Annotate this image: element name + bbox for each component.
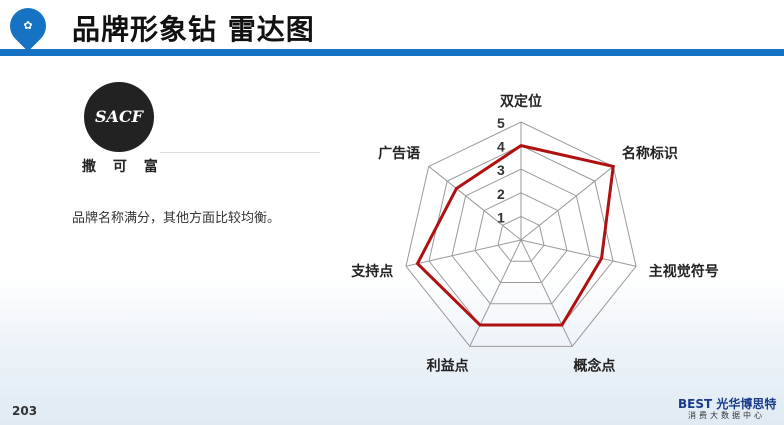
axis-label: 双定位 xyxy=(500,93,542,110)
page-number: 203 xyxy=(12,404,38,418)
header-divider xyxy=(0,49,784,56)
axis-line xyxy=(428,166,522,241)
grid-ring xyxy=(405,121,637,347)
tick-label: 4 xyxy=(497,139,505,155)
axis-line xyxy=(405,239,522,267)
grid-ring xyxy=(451,168,591,305)
axis-label: 主视觉符号 xyxy=(649,263,719,280)
footer-logo: BEST 光华博思特 xyxy=(678,397,777,411)
tick-label: 3 xyxy=(497,162,505,178)
tick-label: 1 xyxy=(497,209,505,225)
page-title: 品牌形象钻 雷达图 xyxy=(72,13,315,46)
brand-logo: SACF xyxy=(84,82,154,152)
description: 品牌名称满分，其他方面比较均衡。 xyxy=(72,211,281,226)
axis-line xyxy=(520,166,614,241)
grid-ring xyxy=(474,192,568,284)
grid-ring xyxy=(497,215,545,262)
axis-line xyxy=(469,239,522,347)
footer-subtitle: 消费大数据中心 xyxy=(688,411,765,420)
axis-label: 概念点 xyxy=(573,357,615,374)
axis-label: 支持点 xyxy=(350,263,393,280)
axis-label: 利益点 xyxy=(427,357,469,374)
axis-label: 名称标识 xyxy=(622,145,678,162)
data-series-line xyxy=(415,143,615,327)
brand-name: 撒 可 富 xyxy=(82,159,164,175)
divider xyxy=(160,152,320,153)
tick-label: 5 xyxy=(497,115,505,131)
axis-line xyxy=(520,239,573,347)
tick-label: 2 xyxy=(497,186,505,202)
axis-label: 广告语 xyxy=(378,145,420,162)
axis-line xyxy=(520,239,637,267)
